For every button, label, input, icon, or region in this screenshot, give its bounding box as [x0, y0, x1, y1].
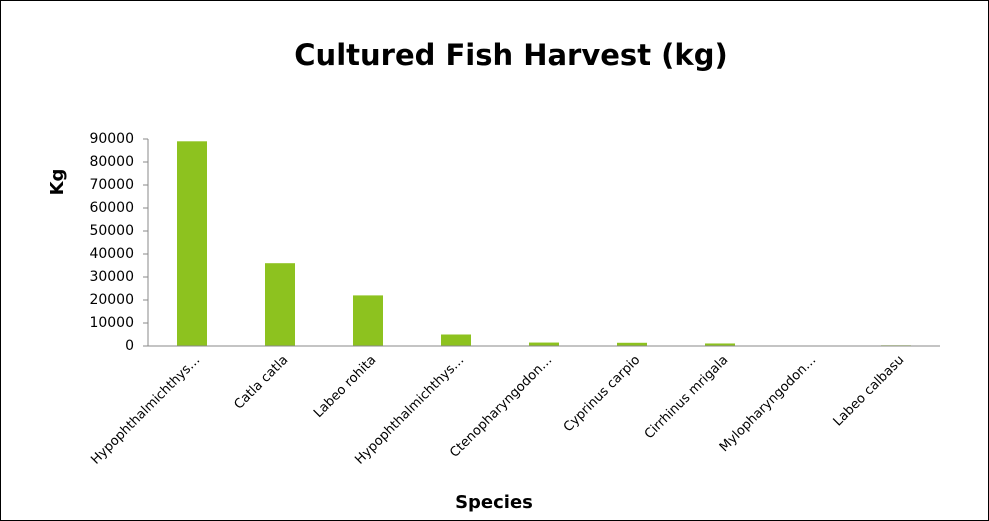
y-tick-label: 50000 — [89, 223, 134, 239]
bar — [441, 334, 471, 346]
bar — [353, 295, 383, 346]
y-tick-label: 10000 — [89, 315, 134, 331]
bar — [265, 263, 295, 346]
chart-title: Cultured Fish Harvest (kg) — [294, 38, 727, 72]
bar — [529, 342, 559, 346]
y-tick-label: 90000 — [89, 131, 134, 147]
y-tick-label: 70000 — [89, 177, 134, 193]
y-axis-title: Kg — [47, 169, 68, 196]
bar — [705, 343, 735, 346]
x-axis-title: Species — [455, 492, 533, 513]
y-tick-label: 40000 — [89, 246, 134, 262]
y-tick-label: 60000 — [89, 200, 134, 216]
y-tick-label: 0 — [125, 338, 134, 354]
bar — [617, 342, 647, 346]
y-tick-label: 30000 — [89, 269, 134, 285]
y-tick-label: 20000 — [89, 292, 134, 308]
y-tick-label: 80000 — [89, 154, 134, 170]
bar — [177, 141, 207, 346]
